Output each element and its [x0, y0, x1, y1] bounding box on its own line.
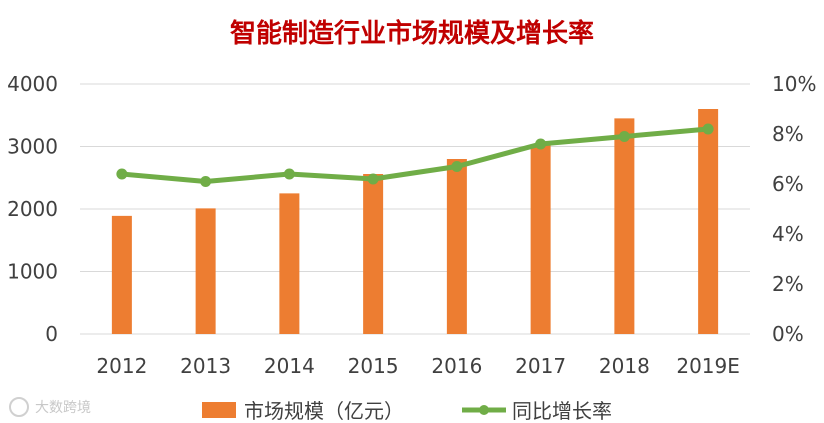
line-point-2014 — [283, 168, 295, 180]
line-series — [116, 123, 714, 187]
line-point-2019E — [702, 123, 714, 135]
left-axis-tick-label: 4000 — [7, 72, 58, 96]
legend-line-label: 同比增长率 — [512, 399, 612, 423]
watermark: 大数跨境 — [9, 397, 91, 417]
right-y-axis: 0% 2% 4% 6% 8% 10% — [772, 72, 816, 346]
bar-2013 — [195, 208, 216, 334]
bar-2012 — [111, 215, 132, 334]
left-y-axis: 0 1000 2000 3000 4000 — [7, 72, 58, 346]
x-axis-tick-label: 2015 — [348, 354, 399, 378]
bar-2014 — [279, 193, 300, 334]
line-point-2012 — [116, 168, 128, 180]
right-axis-tick-label: 4% — [772, 222, 804, 246]
watermark-text: 大数跨境 — [35, 400, 91, 416]
bar-2018 — [614, 118, 635, 334]
x-axis-tick-label: 2012 — [96, 354, 147, 378]
left-axis-tick-label: 2000 — [7, 197, 58, 221]
legend-bar-swatch — [202, 402, 236, 418]
left-axis-tick-label: 1000 — [7, 260, 58, 284]
line-point-2018 — [618, 131, 630, 142]
bar-2015 — [363, 174, 384, 334]
x-axis-tick-label: 2016 — [431, 354, 482, 378]
legend: 市场规模（亿元） 同比增长率 — [202, 399, 612, 423]
chart-title: 智能制造行业市场规模及增长率 — [230, 18, 594, 49]
legend-bar-label: 市场规模（亿元） — [244, 399, 404, 423]
right-axis-tick-label: 2% — [772, 272, 804, 296]
line-point-2015 — [367, 173, 379, 185]
right-axis-tick-label: 10% — [772, 72, 816, 96]
x-axis-tick-label: 2014 — [264, 354, 315, 378]
left-axis-tick-label: 0 — [45, 322, 58, 346]
right-axis-tick-label: 0% — [772, 322, 804, 346]
right-axis-tick-label: 6% — [772, 172, 804, 196]
x-axis-tick-label: 2013 — [180, 354, 231, 378]
bar-2016 — [446, 159, 467, 334]
line-point-2017 — [535, 138, 547, 150]
line-point-2013 — [200, 176, 212, 187]
x-axis-tick-label: 2018 — [599, 354, 650, 378]
line-point-2016 — [451, 161, 463, 172]
gridlines — [80, 83, 750, 335]
legend-line-marker — [479, 405, 489, 415]
x-axis-tick-label: 2019E — [676, 354, 740, 378]
watermark-logo — [9, 397, 29, 417]
left-axis-tick-label: 3000 — [7, 135, 58, 159]
growth-rate-line — [119, 126, 711, 184]
bar-2017 — [530, 144, 551, 334]
bar-series — [111, 109, 719, 334]
x-axis: 2012 2013 2014 2015 2016 2017 2018 2019E — [96, 354, 739, 378]
x-axis-tick-label: 2017 — [515, 354, 566, 378]
bar-2019E — [698, 109, 719, 334]
right-axis-tick-label: 8% — [772, 122, 804, 146]
